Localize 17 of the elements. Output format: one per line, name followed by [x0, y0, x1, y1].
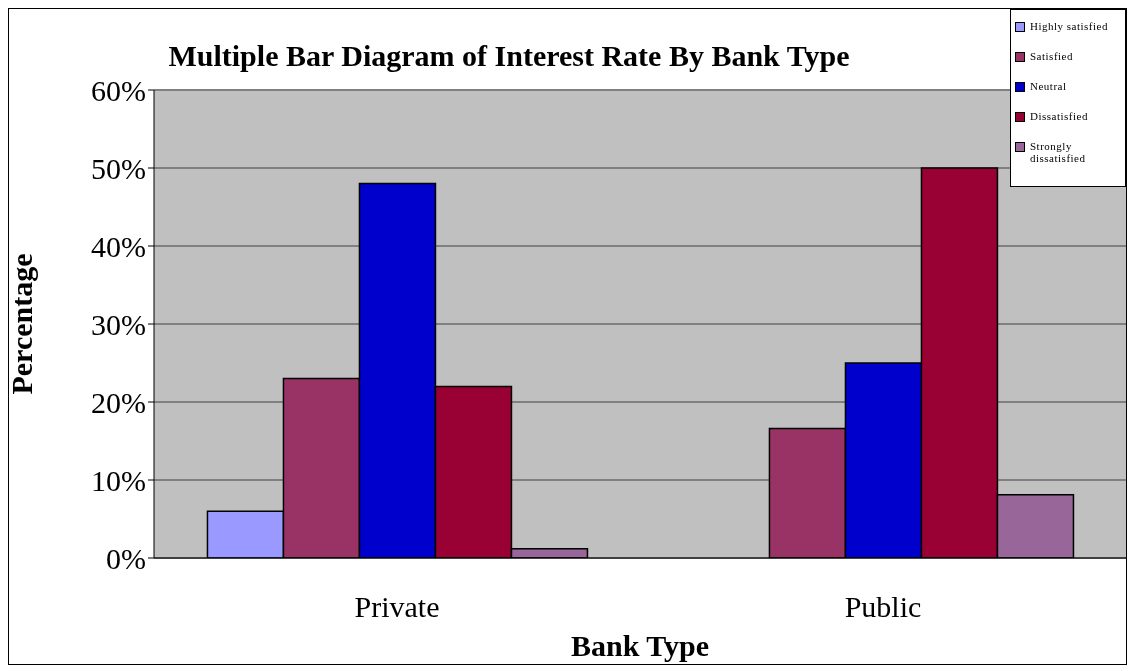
legend-label: Highly satisfied	[1030, 20, 1108, 32]
y-tick-label: 30%	[91, 307, 146, 341]
y-tick-label: 40%	[91, 229, 146, 263]
x-tick-label: Public	[844, 590, 922, 624]
legend-label: Dissatisfied	[1030, 110, 1088, 122]
x-tick-label: Private	[354, 590, 440, 624]
y-tick-label: 20%	[91, 385, 146, 419]
chart-title: Multiple Bar Diagram of Interest Rate By Bank Type	[167, 39, 851, 73]
y-tick-label: 10%	[91, 463, 146, 497]
y-tick-label: 60%	[91, 73, 146, 107]
y-tick-label: 0%	[106, 541, 146, 575]
y-axis-title: Percentage	[4, 253, 38, 395]
legend-label: Satisfied	[1030, 50, 1073, 62]
legend-label: Strongly dissatisfied	[1030, 140, 1087, 164]
y-tick-label: 50%	[91, 151, 146, 185]
x-axis-title: Bank Type	[570, 629, 710, 662]
legend-label: Neutral	[1030, 80, 1067, 92]
